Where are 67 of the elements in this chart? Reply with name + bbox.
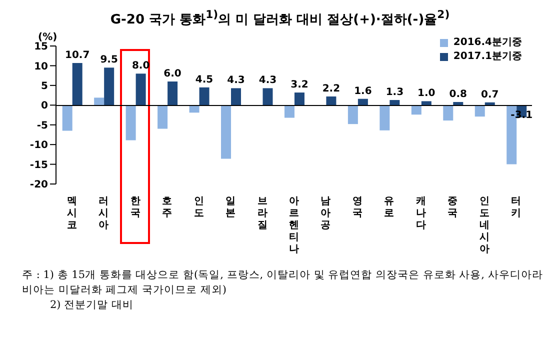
- x-tick-label: 영국: [352, 196, 362, 219]
- x-tick-label: 호주: [162, 196, 172, 219]
- y-tick-label: -15: [30, 160, 48, 171]
- y-tick-label: -10: [30, 140, 48, 152]
- bar: [94, 98, 104, 106]
- data-label: 1.3: [386, 87, 404, 98]
- bar: [348, 105, 358, 124]
- x-tick-label: 터키: [511, 196, 522, 219]
- x-tick-label: 남아공: [320, 196, 331, 231]
- data-label: 3.2: [290, 80, 308, 91]
- legend-label: 2017.1분기중: [453, 50, 522, 64]
- data-label: -3.1: [510, 110, 533, 122]
- bar: [262, 88, 273, 106]
- data-label: 1.0: [418, 88, 436, 100]
- bar: [294, 92, 304, 106]
- bar: [62, 105, 72, 131]
- x-tick-label: 인도: [194, 196, 204, 219]
- y-tick-label: 5: [41, 80, 48, 92]
- y-tick-label: 10: [34, 61, 48, 72]
- bar: [284, 105, 294, 118]
- x-tick-label: 브라질: [257, 196, 268, 231]
- data-label: 4.5: [195, 74, 214, 86]
- data-label: 1.6: [354, 86, 372, 97]
- data-label: 9.5: [100, 54, 118, 66]
- y-tick-label: -5: [36, 120, 48, 132]
- bar: [136, 74, 146, 106]
- x-tick-label: 멕시코: [66, 196, 77, 231]
- bar: [168, 81, 178, 106]
- y-axis-title: (%): [38, 32, 58, 43]
- bar: [421, 101, 432, 106]
- data-label: 4.3: [227, 75, 245, 86]
- x-tick-label: 러시아: [98, 196, 109, 231]
- text: 주 : 1) 총 15개 통화를 대상으로 함(독일, 프랑스, 이탈리아 및 유럽연합 의장국은 유로화 사용, 사우디아라비아는 미달러화 페그제 국가이므로 제외): [22, 268, 544, 298]
- data-label: 10.7: [65, 50, 90, 61]
- bar: [474, 105, 485, 117]
- y-tick-label: -20: [30, 180, 48, 191]
- data-label: 6.0: [164, 68, 182, 80]
- bar: [104, 68, 114, 106]
- x-tick-label: 한국: [130, 196, 140, 219]
- x-tick-label: 중국: [448, 196, 458, 219]
- x-tick-label: 유로: [384, 196, 394, 219]
- bar: [484, 102, 495, 106]
- bar: [358, 98, 368, 106]
- bar: [72, 62, 82, 106]
- bar: [390, 100, 400, 106]
- bar: [380, 105, 390, 130]
- legend-label: 2016.4분기중: [453, 36, 522, 50]
- x-tick-label: 일본: [226, 196, 236, 219]
- bar: [158, 105, 168, 129]
- y-tick-label: 0: [41, 100, 48, 112]
- bar: [221, 105, 232, 159]
- bar: [199, 87, 210, 106]
- data-label: 4.3: [258, 75, 277, 86]
- bar: [326, 96, 336, 106]
- bar: [231, 88, 242, 106]
- x-tick-label: 캐나다: [414, 196, 426, 231]
- y-tick-label: 15: [34, 42, 48, 53]
- data-label: 0.8: [449, 88, 468, 100]
- x-tick-label: 아르헨티나: [289, 196, 299, 255]
- data-label: 2.2: [322, 83, 340, 94]
- chart-title: G-20 국가 통화$^{1)}$의 미 달러화 대비 절상(+)·절하(-)율$^{2)}$: [109, 8, 451, 30]
- data-label: 0.7: [481, 89, 499, 100]
- bar: [126, 105, 136, 140]
- bar: [443, 105, 454, 121]
- bar: [453, 102, 464, 106]
- text: 2) 전분기말 대비: [49, 298, 134, 313]
- x-tick-label: 인도네시아: [479, 196, 490, 255]
